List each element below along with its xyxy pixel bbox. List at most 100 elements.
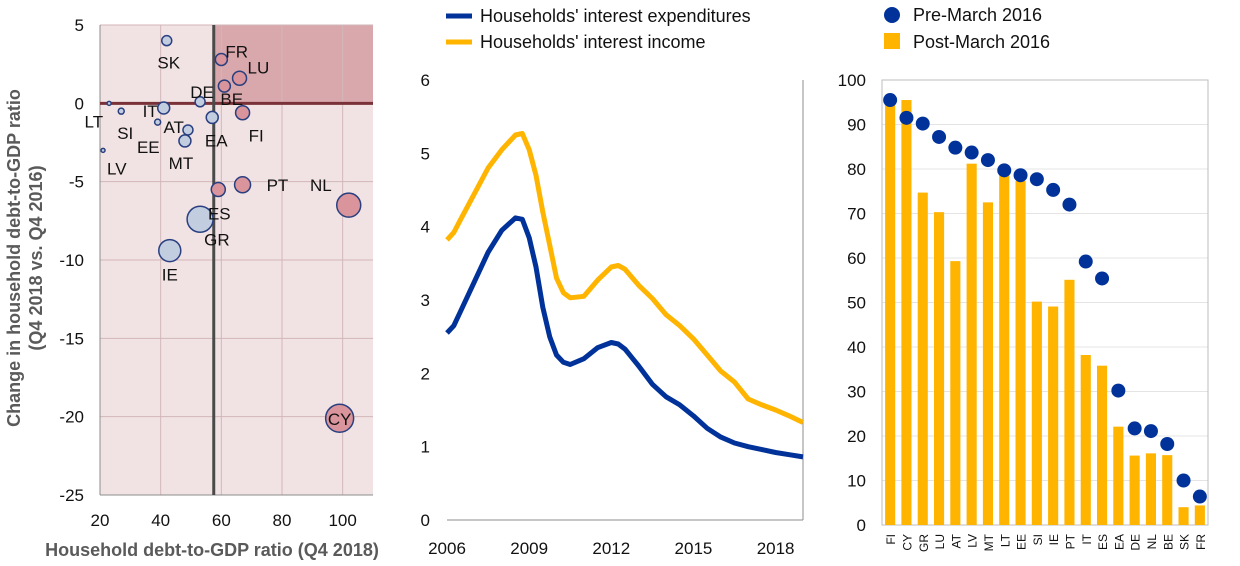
line-y-tick-label: 6 (421, 71, 430, 90)
bar-y-tick-label: 80 (847, 160, 866, 179)
bar-y-tick-label: 100 (838, 71, 866, 90)
scatter-bubble-be (217, 79, 232, 93)
marker-pre-march-gr (915, 116, 930, 131)
scatter-bubble-pt (233, 176, 252, 194)
scatter-bubble-at (182, 124, 194, 136)
bar-y-tick-label: 70 (847, 205, 866, 224)
bar-y-tick-label: 20 (847, 427, 866, 446)
scatter-point-label-gr: GR (204, 230, 230, 249)
line-y-tick-label: 0 (421, 511, 430, 530)
scatter-y-tick-label: -20 (59, 408, 84, 427)
bar-post-march-ie (1048, 306, 1059, 525)
scatter-y-tick-label: -15 (59, 329, 84, 348)
marker-pre-march-pt (1062, 197, 1077, 212)
scatter-point-label-nl: NL (310, 176, 332, 195)
legend-label-pre-march: Pre-March 2016 (913, 5, 1042, 25)
scatter-point-label-sk: SK (157, 54, 180, 73)
marker-pre-march-nl (1143, 424, 1158, 439)
bar-category-label-cy: CY (900, 534, 914, 551)
scatter-point-label-lv: LV (107, 159, 127, 178)
line-y-tick-label: 1 (421, 438, 430, 457)
line-series-interest-expenditures (445, 215, 804, 460)
scatter-point-label-it: IT (143, 102, 158, 121)
scatter-x-tick-label: 100 (328, 511, 356, 530)
bar-category-label-at: AT (949, 533, 963, 548)
line-x-tick-label: 2015 (675, 539, 713, 558)
bar-category-label-lt: LT (998, 533, 1012, 547)
marker-pre-march-si (1029, 172, 1044, 187)
scatter-bubble-it (156, 101, 171, 115)
bar-post-march-ee (1015, 181, 1026, 525)
bar-post-march-pt (1064, 279, 1075, 525)
bar-panel: 0 10 20 30 40 50 60 70 80 90 100 FI CY GR LU AT LV MT LT EE… (838, 71, 1209, 552)
bar-y-tick-label: 10 (847, 472, 866, 491)
marker-pre-march-it (1078, 254, 1093, 269)
scatter-bubble-si (117, 107, 125, 115)
bar-post-march-de (1129, 455, 1140, 525)
scatter-point-label-ie: IE (162, 266, 178, 285)
scatter-point-label-lu: LU (248, 58, 270, 77)
marker-pre-march-cy (899, 110, 914, 125)
bar-post-march-fi (885, 102, 896, 525)
scatter-y-tick-label: 5 (75, 16, 84, 35)
bar-post-march-at (950, 261, 961, 525)
marker-pre-march-lt (997, 163, 1012, 178)
scatter-point-label-be: BE (220, 90, 243, 109)
bar-post-march-cy (901, 100, 912, 526)
scatter-bubble-ea (205, 110, 219, 125)
line-y-tick-label: 2 (421, 364, 430, 383)
bar-y-tick-label: 60 (847, 249, 866, 268)
bar-category-label-pt: PT (1063, 533, 1077, 549)
scatter-bubble-cy (324, 403, 355, 433)
bar-category-label-ie: IE (1047, 534, 1061, 545)
line-x-tick-label: 2012 (592, 539, 630, 558)
scatter-point-label-es: ES (208, 205, 231, 224)
scatter-bubble-nl (335, 192, 362, 218)
line-y-tick-label: 3 (421, 291, 430, 310)
scatter-y-axis-title-line1: Change in household debt-to-GDP ratio (4, 89, 24, 427)
bar-category-label-nl: NL (1145, 534, 1159, 550)
scatter-bubble-fi (234, 104, 251, 121)
legend-label-income: Households' interest income (480, 32, 706, 52)
scatter-y-tick-label: -10 (59, 251, 84, 270)
bar-post-march-it (1080, 355, 1091, 525)
scatter-point-label-pt: PT (267, 176, 289, 195)
marker-pre-march-lu (932, 129, 947, 144)
scatter-x-tick-label: 60 (212, 511, 231, 530)
bar-post-march-lu (933, 212, 945, 526)
marker-pre-march-ie (1046, 182, 1061, 197)
bar-y-tick-label: 0 (857, 516, 866, 535)
bar-category-label-ee: EE (1015, 534, 1029, 550)
bar-legend: Pre-March 2016 Post-March 2016 (884, 5, 1050, 52)
scatter-point-label-si: SI (117, 124, 133, 143)
marker-pre-march-ea (1111, 383, 1126, 398)
scatter-point-label-fi: FI (249, 127, 264, 146)
line-x-tick-label: 2018 (757, 539, 795, 558)
scatter-x-axis-title: Household debt-to-GDP ratio (Q4 2018) (45, 540, 379, 560)
scatter-y-tick-label: 0 (75, 94, 84, 113)
scatter-x-tick-label: 40 (151, 511, 170, 530)
bar-post-march-lv (966, 163, 977, 525)
bar-post-march-lt (999, 174, 1010, 525)
bar-plot-frame (881, 79, 1209, 526)
scatter-upper-right-shade (213, 25, 373, 104)
marker-pre-march-at (948, 140, 963, 155)
scatter-point-label-ee: EE (137, 138, 160, 157)
marker-pre-march-ee (1013, 168, 1028, 183)
marker-pre-march-fr (1192, 489, 1207, 504)
scatter-y-tick-label: -5 (69, 173, 84, 192)
line-x-tick-label: 2009 (510, 539, 548, 558)
scatter-bubble-ie (158, 238, 182, 263)
scatter-point-label-de: DE (190, 83, 214, 102)
scatter-bubble-de (194, 96, 206, 108)
scatter-bubble-lt (106, 100, 112, 107)
marker-pre-march-es (1095, 271, 1110, 286)
scatter-point-label-fr: FR (225, 42, 248, 61)
legend-label-expenditures: Households' interest expenditures (480, 6, 751, 26)
scatter-bubble-lu (231, 70, 248, 87)
marker-pre-march-de (1127, 421, 1142, 436)
line-y-tick-label: 5 (421, 144, 430, 163)
bar-category-label-de: DE (1129, 534, 1143, 551)
